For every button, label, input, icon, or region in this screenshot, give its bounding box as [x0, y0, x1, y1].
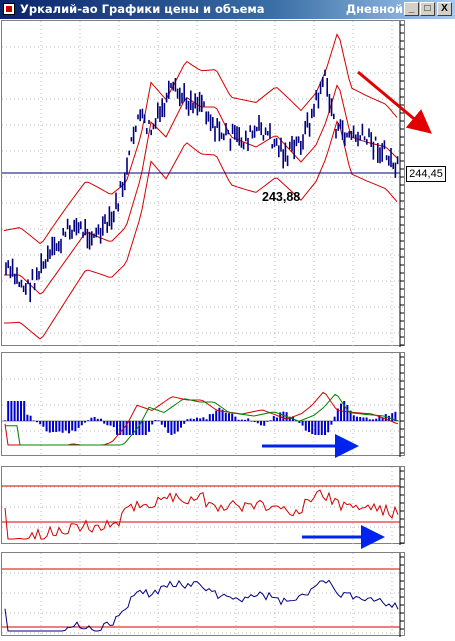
window-title: Уркалий-ао Графики цены и объема [20, 2, 265, 16]
signal-line [5, 393, 399, 446]
macd-line [4, 391, 399, 446]
oscillator-chart [2, 467, 406, 545]
price-chart [2, 21, 406, 347]
period-label: Дневной [345, 2, 403, 16]
current-price-tag: 244,45 [406, 166, 446, 182]
low-price-annotation: 243,88 [262, 190, 301, 204]
app-icon[interactable] [3, 3, 15, 15]
oscillator-line [4, 489, 399, 541]
window-titlebar[interactable]: Уркалий-ао Графики цены и объема Дневной… [0, 0, 455, 19]
red-trend-arrow [357, 70, 432, 134]
band-upper [3, 33, 398, 245]
stochastic-line [4, 579, 399, 632]
macd-chart [2, 353, 406, 457]
maximize-button[interactable]: □ [420, 2, 435, 16]
price-chart-pane[interactable] [1, 20, 406, 347]
close-button[interactable]: X [437, 2, 452, 16]
oscillator-pane[interactable] [1, 466, 406, 545]
minimize-button[interactable]: _ [404, 2, 419, 16]
stochastic-pane[interactable] [1, 552, 406, 637]
stochastic-chart [2, 553, 406, 637]
band-lower [3, 120, 398, 340]
